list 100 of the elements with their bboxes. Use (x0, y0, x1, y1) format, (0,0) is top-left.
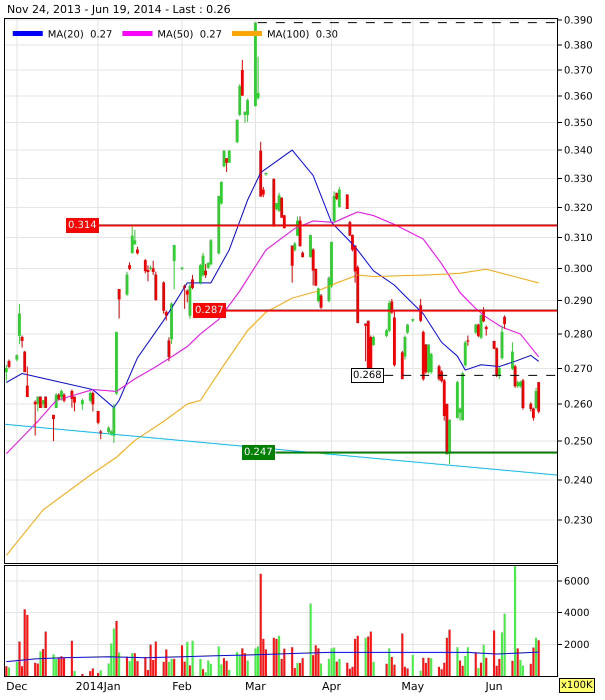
bar (514, 566, 516, 676)
bar (118, 652, 120, 676)
line-series (6, 211, 540, 454)
bar (173, 658, 176, 676)
bar (55, 658, 58, 676)
bar (466, 647, 469, 676)
bar (317, 648, 320, 676)
bar (5, 666, 8, 676)
y-tick-label: 0.370 (564, 66, 593, 77)
bar (498, 658, 500, 676)
bar (238, 655, 241, 676)
bar (511, 660, 514, 676)
bar (485, 658, 488, 676)
bar (482, 644, 485, 676)
bar (480, 662, 482, 676)
bar (170, 658, 173, 676)
bar (504, 614, 506, 676)
y-tick-label: 0.260 (564, 400, 593, 411)
bar (291, 647, 294, 676)
bar (534, 638, 538, 676)
y-tick-label: 0.320 (564, 202, 593, 214)
bar (73, 671, 76, 676)
bar (260, 574, 262, 676)
bar (254, 648, 256, 676)
bar (278, 636, 280, 676)
legend-label: MA(50) 0.27 (157, 29, 222, 40)
bar (422, 658, 424, 676)
bar (218, 646, 220, 676)
bar (320, 664, 322, 676)
bar (370, 632, 372, 676)
candlestick (180, 266, 184, 271)
bar (257, 646, 260, 676)
y-tick-label: 0.290 (564, 296, 593, 308)
bar (202, 669, 204, 676)
bar (336, 662, 338, 676)
line-series (6, 652, 540, 662)
bar (386, 664, 388, 676)
y-tick-label: 0.350 (564, 118, 593, 130)
ref-line-label: 0.247 (244, 447, 273, 458)
bar (207, 660, 210, 676)
bar (210, 664, 212, 676)
bar (226, 660, 228, 676)
bar (241, 648, 244, 676)
x-tick-label: Dec (6, 680, 28, 694)
bar (92, 668, 94, 676)
y-axis-title: x100K (561, 680, 594, 691)
bar (430, 658, 432, 676)
bar (44, 632, 47, 676)
x-tick-label: 2014Jan (76, 680, 121, 694)
y-tick-label: 0.360 (564, 91, 593, 102)
y-tick-label: 0.250 (564, 436, 593, 448)
bar (186, 642, 188, 676)
line-series (6, 268, 540, 556)
y-tick-label: 0.310 (564, 233, 593, 244)
bar (356, 636, 359, 676)
bar (70, 640, 73, 676)
bar (168, 662, 170, 676)
bar (134, 653, 136, 676)
bar (131, 653, 134, 676)
bar (8, 667, 10, 676)
bar (390, 657, 393, 676)
bar (165, 649, 168, 676)
y-tick-label: 0.240 (564, 475, 593, 486)
bar (126, 656, 128, 676)
bar (154, 642, 157, 676)
x-tick-label: May (401, 680, 425, 694)
bar (519, 660, 522, 676)
bar (18, 642, 20, 676)
bar (39, 651, 42, 676)
bar (199, 658, 202, 676)
y-tick-label: 0.330 (564, 174, 593, 185)
ref-line-label: 0.268 (353, 370, 382, 381)
y-tick-label: 0.340 (564, 146, 593, 157)
bar (16, 662, 18, 676)
bar (401, 633, 404, 676)
y-tick-label: 6000 (564, 576, 590, 588)
bar (275, 638, 278, 676)
chart-title: Nov 24, 2013 - Jun 19, 2014 - Last : 0.26 (7, 3, 231, 16)
bar (420, 670, 422, 676)
bar (493, 630, 496, 676)
bar (62, 658, 66, 676)
y-tick-label: 0.280 (564, 329, 593, 340)
bar (97, 672, 100, 676)
x-tick-label: Mar (245, 680, 266, 694)
bar (283, 648, 286, 676)
y-tick-label: 0.380 (564, 40, 593, 52)
bar (427, 658, 430, 676)
bar (364, 638, 367, 676)
bar (532, 648, 534, 676)
bar (228, 670, 230, 676)
ref-line-label: 0.287 (195, 305, 224, 316)
bar (149, 644, 152, 676)
bar (438, 666, 440, 676)
legend-label: MA(20) 0.27 (48, 29, 112, 40)
bar (24, 609, 26, 676)
y-tick-label: 0.230 (564, 516, 593, 527)
ref-line-label: 0.314 (68, 220, 97, 231)
bar (115, 620, 118, 676)
line-series (6, 150, 540, 408)
bar (309, 604, 312, 676)
